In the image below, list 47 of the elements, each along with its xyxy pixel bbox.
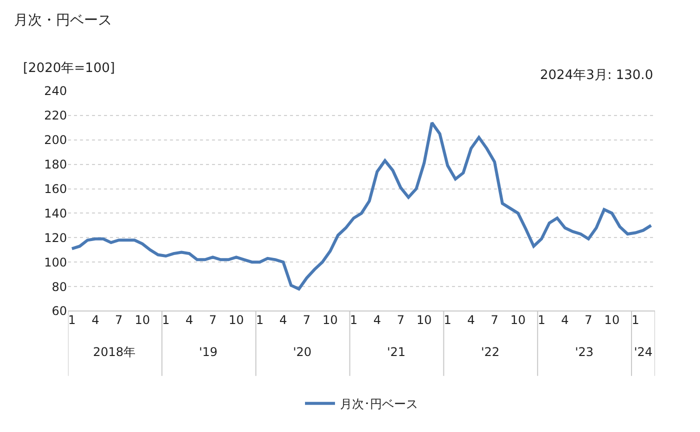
x-tick-label: 10 — [416, 313, 432, 327]
y-tick-label: 240 — [44, 84, 67, 98]
line-series — [70, 121, 653, 290]
y-tick-label: 120 — [44, 230, 67, 245]
y-tick-label: 200 — [44, 133, 67, 148]
y-tick-label: 180 — [44, 158, 67, 172]
x-tick-label: 7 — [208, 313, 217, 327]
x-tick-label: 4 — [279, 313, 288, 327]
y-tick-label: 140 — [44, 206, 67, 220]
x-tick-label: 10 — [604, 313, 620, 327]
x-tick-label: 1 — [632, 313, 640, 327]
x-tick-label: 7 — [584, 313, 592, 327]
x-tick-label: 7 — [115, 313, 123, 327]
x-tick-label: 1 — [162, 313, 170, 327]
y-tick-label: 100 — [44, 255, 67, 270]
text: '21 — [387, 345, 406, 359]
chart-title: 月次・円ベース — [14, 12, 112, 28]
x-tick-label: 10 — [134, 313, 150, 327]
x-tick-label: 1 — [256, 313, 264, 327]
text: 2024年3月: 130.0 — [540, 68, 654, 83]
text: '24 — [634, 345, 653, 359]
x-tick-label: 10 — [510, 313, 526, 327]
y-tick-label: 60 — [52, 304, 67, 318]
y-tick-label: 160 — [44, 182, 67, 196]
x-tick-label: 4 — [467, 313, 475, 327]
x-tick-label: 1 — [538, 313, 546, 327]
text: '20 — [293, 345, 312, 359]
x-tick-label: 7 — [396, 313, 404, 327]
text: '19 — [199, 345, 218, 359]
y-tick-label: 80 — [52, 280, 67, 294]
x-tick-label: 4 — [185, 313, 194, 327]
x-tick-label: 7 — [302, 313, 311, 327]
y-axis-title: [2020年=100] — [23, 61, 115, 76]
x-tick-label: 4 — [373, 313, 381, 327]
x-tick-label: 10 — [322, 313, 338, 327]
y-tick-label: 220 — [44, 108, 67, 123]
text: 2018年 — [93, 345, 136, 359]
x-tick-label: 4 — [92, 313, 100, 327]
x-tick-label: 1 — [350, 313, 358, 327]
x-tick-label: 1 — [68, 313, 76, 327]
x-tick-label: 1 — [444, 313, 452, 327]
x-tick-label: 10 — [228, 313, 244, 327]
text: '22 — [481, 345, 500, 359]
text: '23 — [575, 345, 594, 359]
legend-label: 月次･円ベース — [340, 397, 418, 412]
x-tick-label: 4 — [561, 313, 569, 327]
x-tick-label: 7 — [490, 313, 498, 327]
